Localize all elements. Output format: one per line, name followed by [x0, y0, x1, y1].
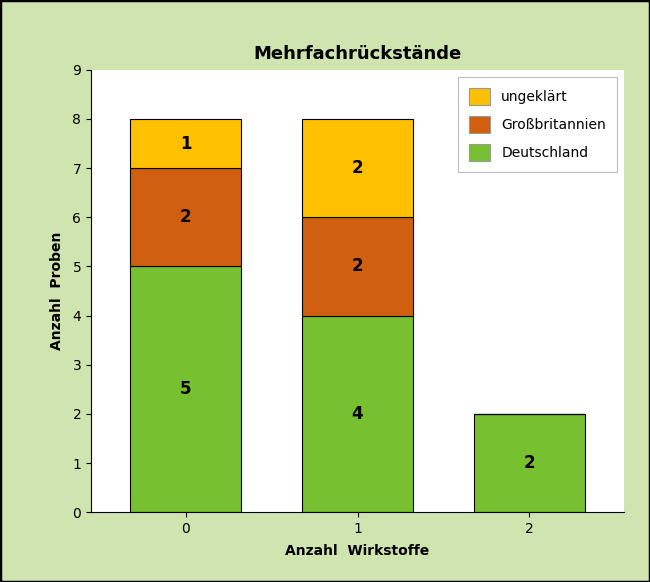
Legend: ungeklärt, Großbritannien, Deutschland: ungeklärt, Großbritannien, Deutschland: [458, 77, 617, 172]
Text: 2: 2: [180, 208, 191, 226]
Text: 5: 5: [180, 380, 191, 398]
Title: Mehrfachrückstände: Mehrfachrückstände: [254, 45, 462, 63]
Text: 2: 2: [352, 257, 363, 275]
Text: 1: 1: [180, 134, 191, 152]
Bar: [302, 217, 413, 315]
Bar: [474, 414, 585, 512]
Text: 4: 4: [352, 405, 363, 423]
X-axis label: Anzahl  Wirkstoffe: Anzahl Wirkstoffe: [285, 544, 430, 558]
Bar: [302, 119, 413, 217]
Text: 2: 2: [524, 454, 535, 472]
Bar: [302, 315, 413, 512]
Y-axis label: Anzahl  Proben: Anzahl Proben: [50, 232, 64, 350]
Bar: [130, 119, 241, 168]
Text: 2: 2: [352, 159, 363, 177]
Bar: [130, 168, 241, 267]
Bar: [130, 267, 241, 512]
